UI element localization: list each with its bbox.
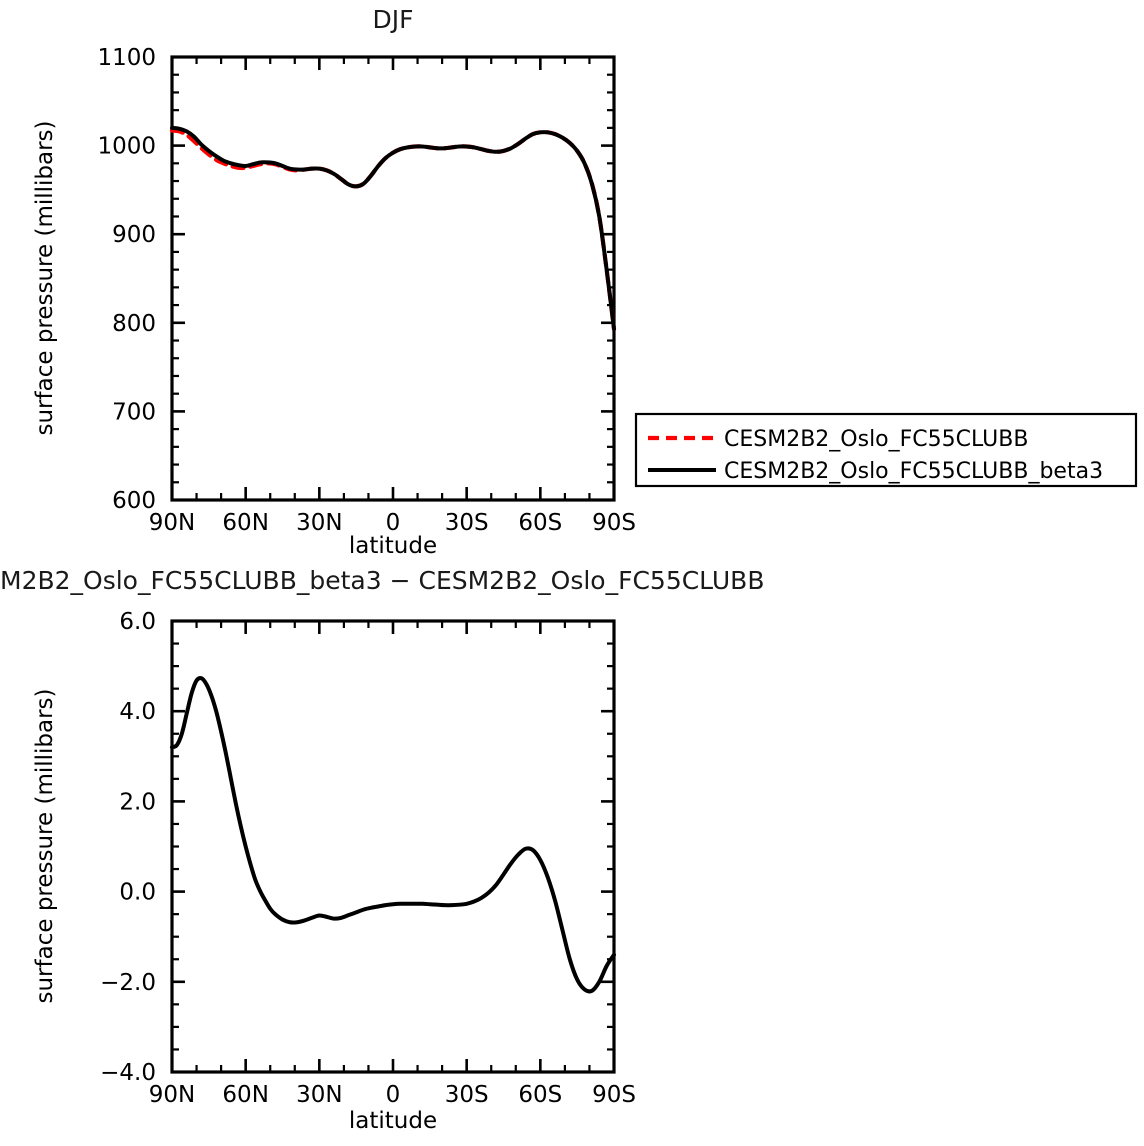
x-tick-label: 90N	[149, 510, 195, 536]
panel-bottom: 6.0 4.0 2.0 0.0 −2.0 −4.0 90N 60N 30N 0 30S 60S 90S…	[32, 609, 636, 1134]
series-line	[170, 125, 616, 331]
legend-label-0: CESM2B2_Oslo_FC55CLUBB	[724, 427, 1028, 452]
panel-bottom-x-tick-labels: 90N 60N 30N 0 30S 60S 90S	[149, 1082, 636, 1108]
panel-top: DJF 1100 1000 900 800 700 600 90N 60N 30N 0 30S 60…	[32, 5, 636, 559]
y-tick-label: −4.0	[100, 1060, 156, 1086]
x-tick-label: 90S	[592, 510, 636, 536]
x-tick-label: 60N	[222, 1082, 268, 1108]
y-tick-label: −2.0	[100, 970, 156, 996]
series-line	[170, 676, 616, 994]
panel-bottom-series-group	[170, 676, 616, 994]
x-tick-label: 90N	[149, 1082, 195, 1108]
legend[interactable]: CESM2B2_Oslo_FC55CLUBB CESM2B2_Oslo_FC55C…	[634, 412, 1138, 488]
panel-bottom-ylabel: surface pressure (millibars)	[32, 688, 58, 1003]
panel-top-frame	[170, 55, 616, 502]
y-tick-label: 6.0	[119, 609, 156, 635]
x-tick-label: 30S	[445, 510, 489, 536]
x-tick-label: 0	[386, 510, 401, 536]
panel-bottom-y-tick-labels: 6.0 4.0 2.0 0.0 −2.0 −4.0	[100, 609, 156, 1086]
x-tick-label: 30N	[296, 1082, 342, 1108]
y-tick-label: 900	[112, 222, 156, 248]
y-tick-label: 700	[112, 399, 156, 425]
panel-bottom-xlabel: latitude	[349, 1108, 437, 1134]
x-tick-label: 90S	[592, 1082, 636, 1108]
x-tick-label: 0	[386, 1082, 401, 1108]
y-tick-label: 1100	[97, 45, 156, 71]
y-tick-label: 0.0	[119, 880, 156, 906]
panel-top-x-tick-labels: 90N 60N 30N 0 30S 60S 90S	[149, 510, 636, 536]
y-tick-label: 4.0	[119, 699, 156, 725]
panel-top-ylabel: surface pressure (millibars)	[32, 120, 58, 435]
panel-top-xlabel: latitude	[349, 533, 437, 559]
y-tick-label: 1000	[97, 134, 156, 160]
legend-entries: CESM2B2_Oslo_FC55CLUBB CESM2B2_Oslo_FC55C…	[648, 427, 1103, 484]
panel-top-y-tick-labels: 1100 1000 900 800 700 600	[97, 45, 156, 514]
panel-bottom-frame	[170, 619, 616, 1074]
panel-top-series-group	[169, 125, 617, 332]
x-tick-label: 60S	[518, 1082, 562, 1108]
panel-bottom-title: M2B2_Oslo_FC55CLUBB_beta3 − CESM2B2_Oslo…	[0, 566, 764, 595]
y-tick-label: 600	[112, 488, 156, 514]
x-tick-label: 60N	[222, 510, 268, 536]
x-tick-label: 60S	[518, 510, 562, 536]
y-tick-label: 2.0	[119, 789, 156, 815]
panel-top-title: DJF	[372, 5, 413, 34]
y-tick-label: 800	[112, 311, 156, 337]
legend-label-1: CESM2B2_Oslo_FC55CLUBB_beta3	[724, 459, 1103, 484]
x-tick-label: 30S	[445, 1082, 489, 1108]
x-tick-label: 30N	[296, 510, 342, 536]
legend-frame	[634, 412, 1138, 488]
